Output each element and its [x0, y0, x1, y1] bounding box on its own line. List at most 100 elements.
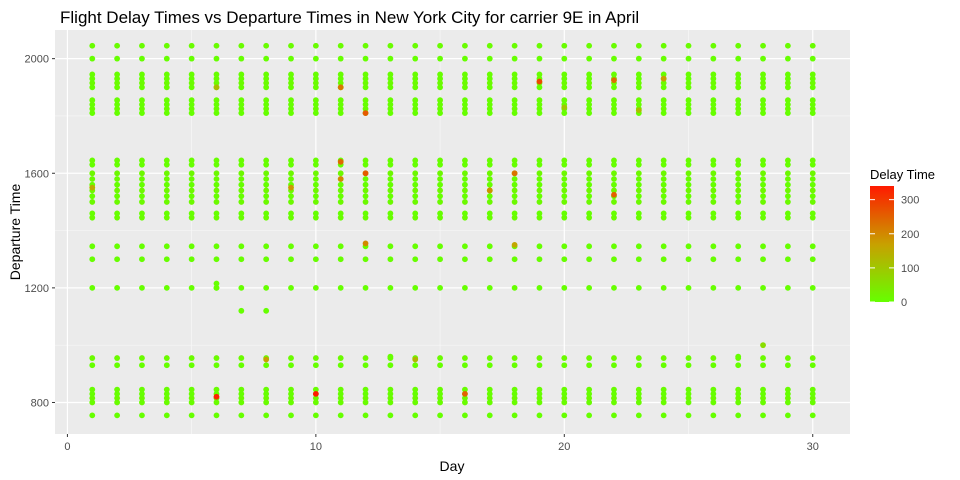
data-point — [163, 256, 170, 263]
data-point — [511, 55, 518, 62]
data-point — [635, 256, 642, 263]
data-point — [611, 101, 617, 108]
data-point — [784, 187, 791, 194]
data-point — [462, 362, 468, 369]
data-point — [486, 199, 493, 205]
data-point — [387, 105, 394, 112]
data-point — [312, 386, 319, 393]
data-point — [536, 84, 543, 91]
data-point — [660, 355, 667, 361]
data-point — [809, 390, 816, 397]
data-point — [263, 176, 270, 182]
data-point — [760, 181, 766, 188]
data-point — [462, 256, 468, 263]
data-point — [337, 80, 344, 86]
data-point — [387, 97, 394, 104]
data-point — [213, 199, 220, 205]
data-point — [710, 101, 717, 108]
data-point — [288, 97, 294, 104]
data-point — [362, 170, 369, 177]
data-point — [337, 210, 344, 217]
data-point — [412, 187, 419, 194]
data-point — [611, 199, 617, 205]
data-point — [536, 390, 543, 397]
data-point — [635, 390, 642, 397]
data-point — [561, 199, 568, 205]
data-point — [760, 84, 766, 91]
data-point — [760, 157, 766, 164]
data-point — [685, 399, 692, 406]
data-point — [685, 395, 692, 402]
data-point — [462, 97, 468, 104]
data-point — [163, 187, 170, 194]
data-point — [312, 105, 319, 112]
x-tick-label: 30 — [807, 441, 819, 453]
data-point — [89, 199, 96, 205]
data-point — [114, 75, 121, 82]
plot-panel — [55, 30, 850, 434]
data-point — [114, 157, 121, 164]
data-point — [536, 176, 543, 182]
data-point — [760, 214, 766, 221]
data-point — [163, 386, 170, 393]
data-point — [611, 399, 617, 406]
data-point — [710, 412, 717, 419]
y-tick-label: 2000 — [25, 54, 49, 66]
data-point — [586, 105, 593, 112]
data-point — [362, 176, 369, 182]
data-point — [486, 390, 493, 397]
data-point — [263, 84, 270, 91]
data-point — [511, 399, 518, 406]
data-point — [735, 105, 742, 112]
data-point — [611, 170, 617, 177]
data-point — [511, 97, 518, 104]
data-point — [635, 210, 642, 217]
x-tick-label: 0 — [64, 441, 70, 453]
data-point — [486, 71, 493, 78]
data-point — [312, 101, 319, 108]
data-point — [586, 157, 593, 164]
data-point — [660, 84, 667, 91]
data-point — [685, 412, 692, 419]
y-tick-label: 1200 — [25, 283, 49, 295]
data-point — [760, 256, 766, 263]
data-point — [462, 210, 468, 217]
data-point — [561, 187, 568, 194]
data-point — [685, 84, 692, 91]
data-point — [784, 157, 791, 164]
data-point — [760, 105, 766, 112]
data-point — [784, 42, 791, 49]
data-point — [437, 210, 443, 217]
data-point — [238, 412, 245, 419]
data-point — [561, 386, 568, 393]
data-point — [188, 181, 195, 188]
data-point — [263, 170, 270, 177]
data-point — [387, 390, 394, 397]
data-point — [735, 97, 742, 104]
data-point — [288, 80, 294, 86]
data-point — [288, 199, 294, 205]
data-point — [238, 243, 245, 250]
data-point — [784, 97, 791, 104]
data-point — [238, 42, 245, 49]
data-point — [561, 395, 568, 402]
data-point — [312, 55, 319, 62]
data-point — [710, 75, 717, 82]
data-point — [462, 284, 468, 291]
data-point — [760, 243, 766, 250]
data-point — [809, 80, 816, 86]
data-point — [312, 390, 319, 397]
data-point — [89, 210, 96, 217]
data-point — [586, 55, 593, 62]
data-point — [312, 284, 319, 291]
data-point — [114, 55, 121, 62]
data-point — [462, 187, 468, 194]
data-point — [536, 412, 543, 419]
data-point — [387, 395, 394, 402]
data-point — [611, 110, 617, 116]
data-point — [784, 362, 791, 369]
data-point — [462, 55, 468, 62]
data-point — [288, 412, 294, 419]
data-point — [437, 399, 443, 406]
data-point — [710, 105, 717, 112]
